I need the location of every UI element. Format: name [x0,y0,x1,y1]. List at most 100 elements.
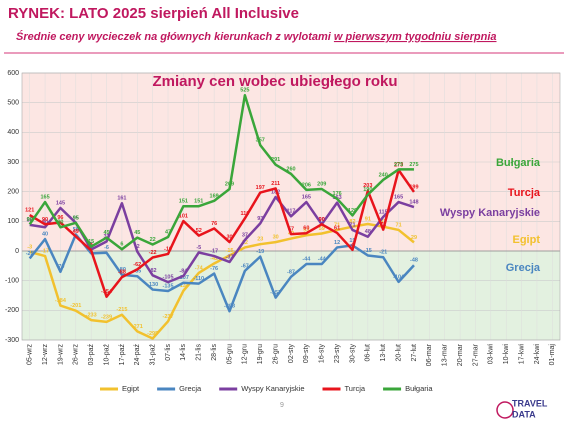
data-label: 182 [271,189,280,195]
data-label: 72 [380,222,386,228]
data-label: -154 [101,289,113,295]
y-tick-label: 600 [7,70,19,77]
data-label: -44 [318,257,327,263]
legend-label: Turcja [345,384,366,393]
data-label: -76 [210,266,218,272]
data-label: 37 [242,232,248,238]
data-label: 90 [27,217,33,223]
data-label: 30 [273,235,279,241]
y-tick-label: 100 [7,218,19,225]
x-tick-label: 24-kwi [534,344,541,365]
x-tick-label: 06-mar [426,343,433,366]
legend-label: Egipt [122,384,140,393]
x-tick-label: 16-sty [319,344,326,364]
data-label: -271 [132,324,143,330]
series-line [29,168,415,298]
data-label: 101 [179,213,188,219]
data-label: 148 [409,200,418,206]
data-label: -233 [86,313,97,319]
series-line [28,94,414,251]
data-label: 169 [210,193,219,199]
y-tick-label: 300 [7,159,19,166]
data-label: -25 [26,251,34,257]
data-label: -44 [302,257,311,263]
data-label: 82 [380,219,386,225]
data-label: -48 [410,258,418,264]
data-label: 88 [27,217,33,223]
data-label: 273 [394,162,403,168]
data-label: -3 [27,244,32,250]
x-tick-label: 27-mar [472,343,479,366]
data-label: 275 [394,162,403,168]
data-label: 209 [317,181,326,187]
data-label: 165 [302,195,311,201]
data-label: -184 [55,298,67,304]
data-label: 93 [257,216,263,222]
data-label: -10 [164,246,172,252]
data-label: 60 [303,226,309,232]
data-label: 110 [240,211,249,217]
data-label: 4 [351,242,355,248]
data-label: -22 [149,250,157,256]
x-tick-label: 19-wrz [57,344,64,366]
x-tick-label: 02-sty [288,344,295,364]
data-label: 115 [379,209,388,215]
subtitle: Średnie ceny wycieczek na głównych kieru… [16,30,497,43]
data-label: 96 [57,215,63,221]
data-label: 91 [365,216,371,222]
data-label: 30 [226,235,232,241]
subtitle-text: Średnie ceny wycieczek na głównych kieru… [16,30,334,43]
data-label: 165 [394,195,403,201]
data-label: -17 [210,248,218,254]
data-label: 90 [319,217,325,223]
x-tick-label: 28-lis [211,344,218,361]
data-label: 12 [242,240,248,246]
y-tick-label: 400 [7,129,19,136]
data-label: 82 [349,219,355,225]
data-label: 56 [73,227,79,233]
data-label: -74 [195,265,204,271]
legend-label: Grecja [179,384,202,393]
data-label: 197 [256,185,265,191]
data-label: 22 [150,237,156,243]
x-tick-label: 20-lut [395,344,402,362]
series-side-label: Egipt [513,234,541,246]
y-tick-label: -200 [5,307,19,314]
data-label: 57 [288,227,294,233]
data-label: 176 [333,191,342,197]
data-label: 240 [379,172,388,178]
data-label: 145 [56,200,65,206]
y-tick-label: 500 [7,100,19,107]
subtitle-underlined: w pierwszym tygodniu sierpnia [334,31,497,43]
data-label: -5 [196,245,201,251]
y-tick-label: -100 [5,278,19,285]
data-label: -15 [364,248,372,254]
data-label: -6 [104,245,109,251]
data-label: -295 [147,331,158,337]
x-tick-label: 17-kwi [518,344,525,365]
data-label: 71 [396,222,402,228]
x-tick-label: 14-lis [180,344,187,361]
data-label: 23 [257,237,263,243]
data-label: 80 [42,220,48,226]
data-label: 80 [57,220,63,226]
x-tick-label: 09-sty [303,344,310,364]
data-label: -85 [133,269,141,275]
data-label: -203 [224,304,235,310]
data-label: 211 [271,181,280,187]
data-label: -21 [379,250,387,256]
data-label: 291 [271,157,280,163]
data-label: 52 [196,228,202,234]
x-tick-label: 31-paź [150,344,157,366]
data-label: 357 [256,138,265,144]
y-tick-label: 200 [7,189,19,196]
x-tick-label: 13-mar [442,343,449,366]
data-label: 90 [42,217,48,223]
data-label: 48 [365,229,371,235]
data-label: 59 [319,226,325,232]
x-tick-label: 05-gru [226,344,233,364]
page-title: RYNEK: LATO 2025 sierpień All Inclusive [8,5,299,22]
data-label: 47 [165,230,171,236]
